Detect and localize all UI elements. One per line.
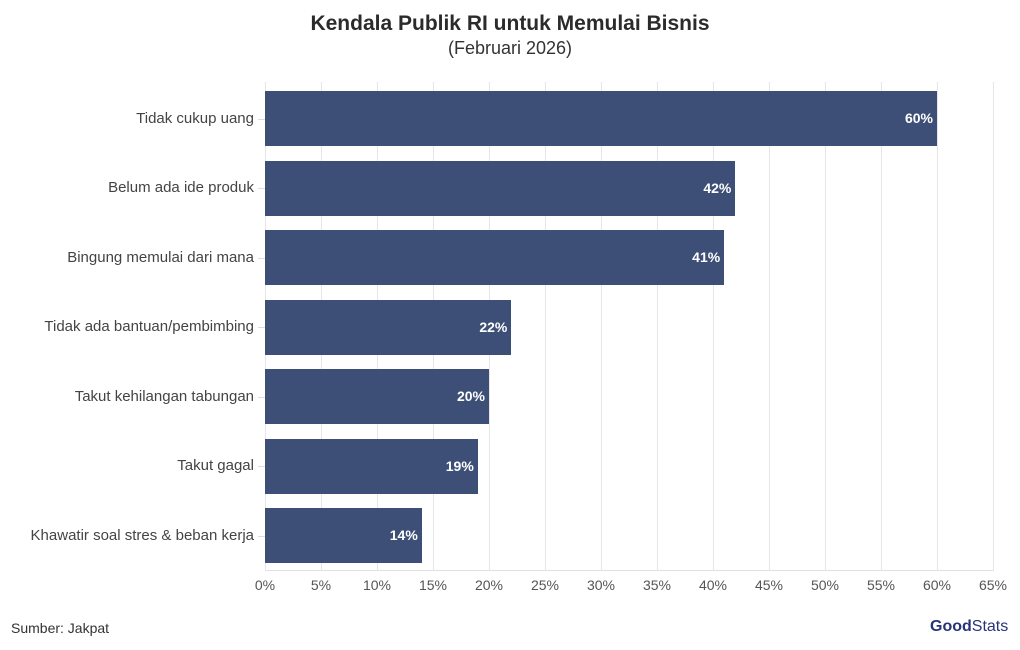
bar-value-label: 41% — [692, 249, 721, 265]
category-label: Takut gagal — [177, 457, 254, 474]
x-tick-label: 65% — [978, 577, 1008, 593]
gridline — [993, 82, 994, 571]
x-tick-label: 5% — [310, 577, 332, 593]
x-tick-label: 25% — [530, 577, 560, 593]
x-tick-label: 10% — [362, 577, 392, 593]
bar-value-label: 60% — [904, 110, 933, 126]
category-label: Bingung memulai dari mana — [67, 248, 254, 266]
plot-area: 60% 42% 41% 22% 20% 19% 14% — [265, 82, 994, 571]
bar: 22% — [265, 299, 512, 355]
bar: 42% — [265, 160, 736, 216]
source-note: Sumber: Jakpat — [11, 620, 110, 636]
bar: 19% — [265, 438, 478, 494]
x-tick-label: 20% — [474, 577, 504, 593]
goodstats-logo: GoodStats — [930, 618, 1008, 636]
y-tick-mark — [258, 257, 265, 259]
x-tick-label: 40% — [698, 577, 728, 593]
y-tick-mark — [258, 396, 265, 398]
y-tick-mark — [258, 466, 265, 467]
logo-light: Stats — [971, 618, 1009, 635]
chart-title: Kendala Publik RI untuk Memulai Bisnis — [310, 12, 710, 35]
gridline — [713, 82, 714, 571]
bar-value-label: 42% — [703, 179, 732, 196]
y-tick-mark — [258, 188, 265, 189]
category-label: Tidak ada bantuan/pembimbing — [44, 318, 254, 335]
bar-value-label: 22% — [479, 318, 508, 335]
x-tick-label: 0% — [254, 577, 276, 593]
x-tick-label: 50% — [810, 577, 840, 593]
y-tick-mark — [258, 118, 265, 120]
gridline — [937, 82, 938, 571]
chart-subtitle: (Februari 2026) — [447, 38, 573, 58]
bar: 20% — [265, 369, 489, 424]
gridline — [545, 82, 546, 571]
x-axis-line — [265, 570, 993, 571]
x-tick-label: 35% — [642, 577, 672, 593]
gridline — [769, 82, 770, 571]
y-tick-mark — [258, 327, 265, 328]
gridline — [657, 82, 658, 571]
x-tick-label: 15% — [418, 577, 448, 593]
y-tick-mark — [258, 535, 265, 537]
bar-value-label: 19% — [445, 457, 474, 474]
x-tick-label: 60% — [922, 577, 952, 593]
bar: 41% — [265, 230, 725, 285]
x-tick-label: 45% — [754, 577, 784, 593]
category-label: Khawatir soal stres & beban kerja — [30, 526, 254, 544]
category-label: Tidak cukup uang — [136, 109, 254, 127]
x-tick-label: 55% — [866, 577, 896, 593]
bar: 14% — [265, 508, 422, 563]
x-tick-label: 30% — [586, 577, 616, 593]
bar: 60% — [265, 91, 937, 146]
gridline — [601, 82, 602, 571]
category-label: Takut kehilangan tabungan — [74, 387, 254, 405]
category-label: Belum ada ide produk — [108, 179, 254, 196]
bar-value-label: 14% — [389, 527, 418, 543]
logo-bold: Good — [930, 618, 972, 635]
bar-value-label: 20% — [456, 388, 485, 404]
gridline — [825, 82, 826, 571]
gridline — [881, 82, 882, 571]
